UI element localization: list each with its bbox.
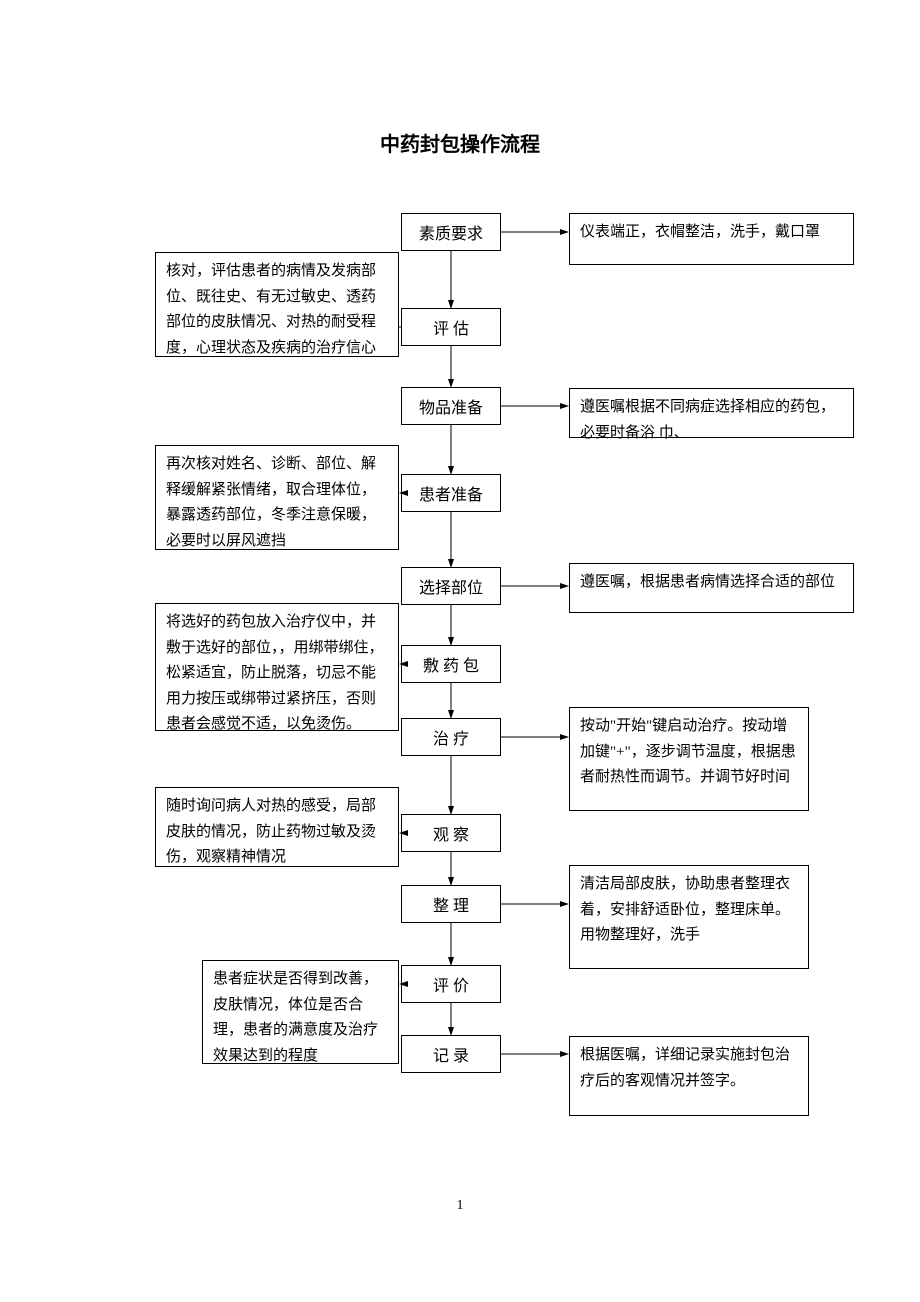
- step-box-9: 评 价: [401, 965, 501, 1003]
- step-label-10: 记 录: [433, 1042, 469, 1066]
- step-label-9: 评 价: [433, 972, 469, 996]
- note-box-6: 按动"开始"键启动治疗。按动增加键"+"，逐步调节温度，根据患者耐热性而调节。并…: [569, 707, 809, 811]
- note-box-9: 患者症状是否得到改善，皮肤情况，体位是否合理，患者的满意度及治疗效果达到的程度: [202, 960, 399, 1064]
- step-label-1: 评 估: [433, 315, 469, 339]
- page-title: 中药封包操作流程: [0, 128, 920, 157]
- step-label-8: 整 理: [433, 892, 469, 916]
- step-box-4: 选择部位: [401, 567, 501, 605]
- note-box-4: 遵医嘱，根据患者病情选择合适的部位: [569, 563, 854, 613]
- step-box-2: 物品准备: [401, 387, 501, 425]
- step-box-1: 评 估: [401, 308, 501, 346]
- step-label-2: 物品准备: [419, 394, 483, 418]
- step-label-7: 观 察: [433, 821, 469, 845]
- step-label-4: 选择部位: [419, 574, 483, 598]
- step-box-5: 敷 药 包: [401, 645, 501, 683]
- note-box-8: 清洁局部皮肤，协助患者整理衣着，安排舒适卧位，整理床单。用物整理好，洗手: [569, 865, 809, 969]
- note-box-10: 根据医嘱，详细记录实施封包治疗后的客观情况并签字。: [569, 1036, 809, 1116]
- page-number: 1: [0, 1198, 920, 1214]
- step-label-6: 治 疗: [433, 725, 469, 749]
- note-box-7: 随时询问病人对热的感受，局部皮肤的情况，防止药物过敏及烫伤，观察精神情况: [155, 787, 399, 867]
- step-label-3: 患者准备: [419, 481, 483, 505]
- note-box-0: 仪表端正，衣帽整洁，洗手，戴口罩: [569, 213, 854, 265]
- step-box-3: 患者准备: [401, 474, 501, 512]
- step-label-0: 素质要求: [419, 220, 483, 244]
- step-box-0: 素质要求: [401, 213, 501, 251]
- step-box-7: 观 察: [401, 814, 501, 852]
- note-box-1: 核对，评估患者的病情及发病部位、既往史、有无过敏史、透药部位的皮肤情况、对热的耐…: [155, 252, 399, 357]
- step-box-6: 治 疗: [401, 718, 501, 756]
- step-box-10: 记 录: [401, 1035, 501, 1073]
- step-label-5: 敷 药 包: [423, 652, 479, 676]
- note-box-5: 将选好的药包放入治疗仪中，并敷于选好的部位，，用绑带绑住，松紧适宜，防止脱落，切…: [155, 603, 399, 731]
- step-box-8: 整 理: [401, 885, 501, 923]
- note-box-2: 遵医嘱根据不同病症选择相应的药包，必要时备浴 巾、: [569, 388, 854, 438]
- note-box-3: 再次核对姓名、诊断、部位、解释缓解紧张情绪，取合理体位，暴露透药部位，冬季注意保…: [155, 445, 399, 550]
